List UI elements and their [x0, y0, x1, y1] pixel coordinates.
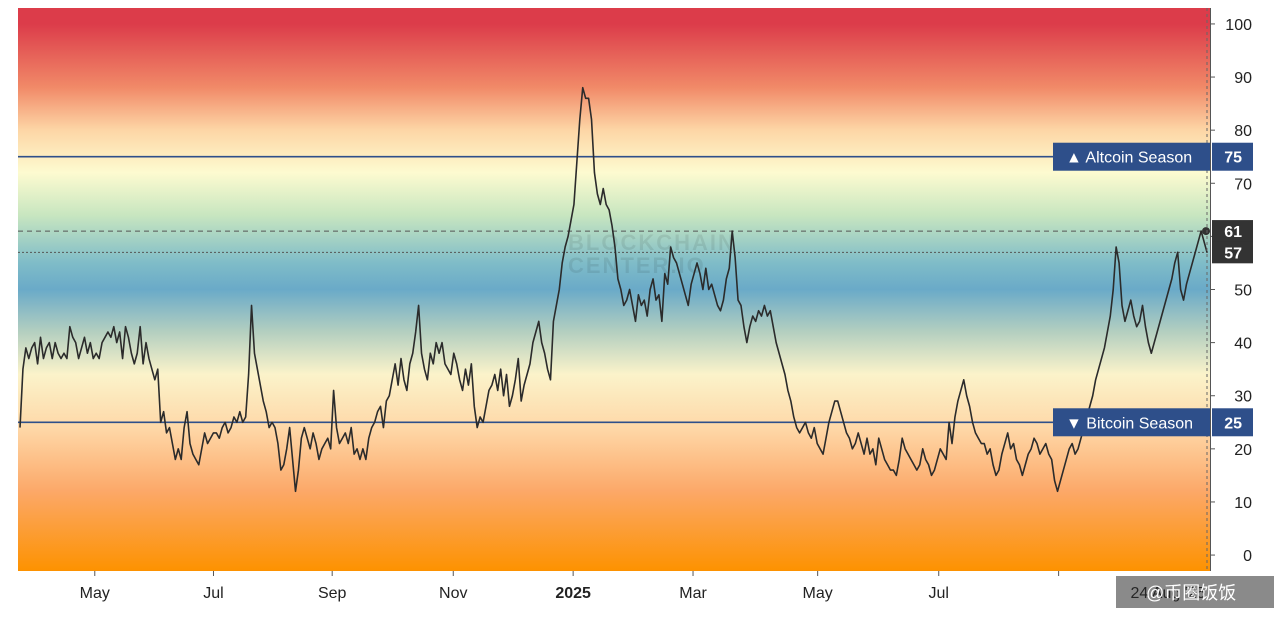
- y-tick-label-30: 30: [1234, 389, 1252, 406]
- threshold-label-0: ▲ Altcoin Season 75: [1053, 142, 1253, 171]
- credit-text: @币圈饭饭: [1146, 583, 1236, 603]
- current-value-text-1: 57: [1224, 245, 1242, 262]
- watermark-line2: CENTER.IO: [568, 253, 706, 278]
- current-value-label-0: 61: [1212, 220, 1253, 243]
- y-tick-label-10: 10: [1234, 495, 1252, 512]
- current-value-text-0: 61: [1224, 224, 1242, 241]
- y-axis-panel: [1210, 8, 1276, 571]
- x-tick-label-2: Sep: [318, 585, 347, 602]
- x-tick-label-1: Jul: [203, 585, 223, 602]
- image-credit: @币圈饭饭: [1116, 576, 1274, 608]
- y-tick-label-80: 80: [1234, 123, 1252, 140]
- altcoin-season-index-line: [19, 86, 1208, 493]
- y-tick-label-20: 20: [1234, 442, 1252, 459]
- x-tick-label-6: May: [803, 585, 833, 602]
- credit-backdrop: [1116, 576, 1274, 608]
- current-value-label-1: 57: [1212, 241, 1253, 264]
- threshold-value-box-0: [1212, 142, 1253, 171]
- x-tick-label-4: 2025: [555, 585, 591, 602]
- threshold-label-1: ▼ Bitcoin Season 25: [1053, 408, 1253, 437]
- y-tick-label-40: 40: [1234, 336, 1252, 353]
- x-tick-label-7: Jul: [929, 585, 949, 602]
- threshold-value-1: 25: [1224, 415, 1242, 432]
- y-tick-label-90: 90: [1234, 70, 1252, 87]
- watermark-line1: BLOCKCHAIN: [568, 230, 736, 255]
- x-tick-label-5: Mar: [679, 585, 707, 602]
- threshold-name-1: ▼ Bitcoin Season: [1066, 415, 1193, 432]
- threshold-value-box-1: [1212, 408, 1253, 437]
- x-axis-panel: [0, 571, 1276, 622]
- threshold-name-box-1: [1053, 408, 1210, 437]
- current-value-box-0: [1212, 220, 1253, 243]
- y-tick-label-70: 70: [1234, 176, 1252, 193]
- current-value-box-1: [1212, 241, 1253, 264]
- sentiment-gradient-background: [18, 8, 1210, 571]
- threshold-value-0: 75: [1224, 150, 1242, 167]
- y-tick-label-100: 100: [1225, 17, 1252, 34]
- x-tick-label-0: May: [80, 585, 110, 602]
- current-value-marker: [1202, 227, 1210, 236]
- watermark: BLOCKCHAIN CENTER.IO: [568, 230, 736, 278]
- x-tick-label-3: Nov: [439, 585, 467, 602]
- threshold-name-0: ▲ Altcoin Season: [1066, 150, 1192, 167]
- threshold-name-box-0: [1053, 142, 1210, 171]
- y-tick-label-0: 0: [1243, 548, 1252, 565]
- y-tick-label-50: 50: [1234, 283, 1252, 300]
